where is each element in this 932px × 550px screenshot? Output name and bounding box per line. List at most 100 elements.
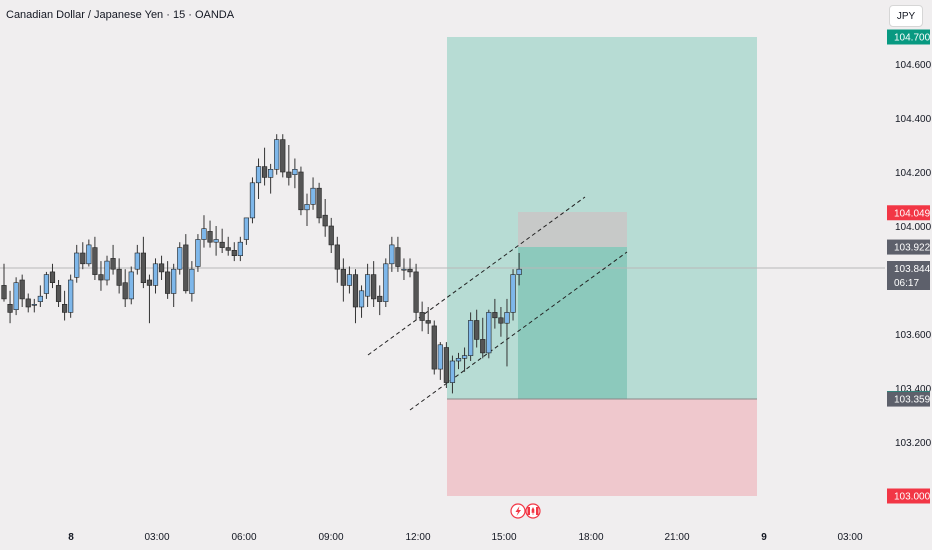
candle[interactable] — [55, 280, 62, 307]
candle[interactable] — [292, 158, 298, 189]
candle[interactable] — [140, 236, 146, 289]
stop-zone[interactable] — [447, 399, 757, 496]
candle[interactable] — [31, 298, 37, 313]
candle[interactable] — [37, 285, 43, 307]
candle[interactable] — [268, 163, 274, 194]
candle[interactable] — [249, 177, 256, 224]
candle[interactable] — [146, 274, 153, 324]
stop-box[interactable] — [518, 212, 627, 247]
candle-body — [74, 252, 80, 278]
candle[interactable] — [80, 242, 86, 270]
candle[interactable] — [104, 255, 110, 286]
candle[interactable] — [243, 217, 250, 245]
candle[interactable] — [298, 166, 304, 216]
candle[interactable] — [504, 298, 510, 367]
candle[interactable] — [474, 309, 480, 348]
candle[interactable] — [492, 298, 498, 329]
candle[interactable] — [449, 355, 456, 394]
candle[interactable] — [7, 290, 13, 324]
candle[interactable] — [371, 261, 377, 307]
candle[interactable] — [328, 217, 334, 253]
candle[interactable] — [437, 342, 443, 380]
candle[interactable] — [110, 244, 116, 275]
candle[interactable] — [389, 236, 395, 272]
candle-body — [86, 244, 92, 265]
x-tick-label: 18:00 — [578, 532, 603, 543]
candle[interactable] — [486, 309, 492, 359]
candle[interactable] — [316, 182, 322, 224]
candle[interactable] — [443, 342, 449, 388]
candle[interactable] — [49, 263, 56, 289]
candle[interactable] — [74, 244, 80, 283]
entry-zone[interactable] — [518, 247, 627, 399]
candle[interactable] — [431, 320, 437, 375]
candle[interactable] — [346, 266, 353, 294]
y-axis[interactable]: 103.200 103.400 103.600 104.000 104.200 104.4… — [895, 60, 932, 449]
candle[interactable] — [158, 255, 165, 280]
candle[interactable] — [25, 293, 31, 313]
candle[interactable] — [61, 290, 68, 321]
currency-button[interactable]: JPY — [889, 5, 923, 27]
candle[interactable] — [92, 236, 98, 280]
candle[interactable] — [310, 177, 316, 210]
candle[interactable] — [98, 261, 104, 291]
candle[interactable] — [304, 193, 310, 226]
candle[interactable] — [183, 234, 189, 294]
candle[interactable] — [461, 347, 468, 372]
candle[interactable] — [152, 258, 159, 294]
candle[interactable] — [122, 269, 128, 307]
candle[interactable] — [219, 228, 225, 253]
candle[interactable] — [516, 253, 522, 286]
candle[interactable] — [358, 285, 365, 318]
candle[interactable] — [468, 312, 474, 361]
x-axis[interactable]: 8 03:00 06:00 09:00 12:00 15:00 18:00 21:00 9 03:… — [68, 532, 863, 543]
candle[interactable] — [322, 199, 328, 237]
x-tick-label: 21:00 — [664, 532, 689, 543]
candle[interactable] — [43, 271, 50, 299]
candle[interactable] — [207, 220, 213, 248]
candle[interactable] — [419, 301, 425, 332]
candle[interactable] — [171, 263, 177, 307]
candle[interactable] — [286, 145, 292, 186]
candle[interactable] — [280, 134, 286, 178]
candle[interactable] — [352, 269, 359, 324]
candle[interactable] — [364, 263, 371, 307]
candle[interactable] — [1, 263, 7, 302]
candle[interactable] — [401, 258, 407, 280]
candle[interactable] — [334, 236, 340, 283]
candle[interactable] — [165, 261, 171, 299]
channel-upper-line[interactable] — [367, 196, 586, 356]
candle[interactable] — [407, 258, 413, 278]
candle[interactable] — [255, 158, 262, 200]
candle[interactable] — [480, 317, 486, 359]
candle[interactable] — [189, 261, 195, 302]
candle[interactable] — [213, 226, 219, 256]
candle[interactable] — [201, 215, 207, 248]
candle[interactable] — [195, 234, 201, 272]
candle[interactable] — [13, 277, 19, 316]
candle[interactable] — [231, 242, 237, 262]
candle[interactable] — [19, 274, 25, 307]
candle[interactable] — [377, 285, 383, 316]
y-tick-label: 104.600 — [895, 60, 932, 71]
candle[interactable] — [86, 239, 92, 267]
x-tick-label: 03:00 — [837, 532, 862, 543]
candle[interactable] — [134, 244, 140, 275]
candle[interactable] — [237, 236, 243, 262]
candle[interactable] — [128, 266, 134, 305]
candle[interactable] — [395, 236, 401, 272]
candle[interactable] — [225, 236, 231, 256]
candle[interactable] — [498, 307, 504, 337]
candle[interactable] — [455, 352, 462, 370]
candle[interactable] — [383, 258, 389, 307]
candle[interactable] — [510, 269, 516, 321]
candle[interactable] — [340, 258, 346, 302]
candle[interactable] — [261, 147, 268, 186]
candle[interactable] — [68, 274, 74, 318]
candle[interactable] — [413, 263, 419, 321]
candle[interactable] — [177, 242, 183, 275]
candle[interactable] — [116, 258, 122, 294]
candle[interactable] — [274, 134, 280, 175]
candle[interactable] — [425, 307, 431, 334]
